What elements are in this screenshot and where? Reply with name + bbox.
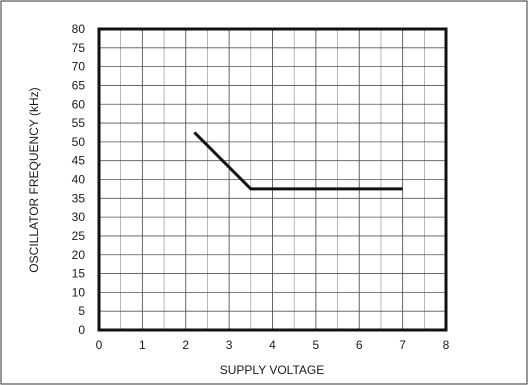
y-tick-label: 40 <box>72 173 86 187</box>
y-tick-labels: 0 5 10 15 20 25 30 35 40 45 50 55 60 65 70 75 80 <box>72 22 86 337</box>
plot-area-border <box>97 27 448 332</box>
y-tick-label: 50 <box>72 135 86 149</box>
x-tick-label: 5 <box>313 338 320 352</box>
y-tick-label: 15 <box>72 267 86 281</box>
y-tick-label: 0 <box>78 323 85 337</box>
y-tick-label: 25 <box>72 229 86 243</box>
y-tick-label: 65 <box>72 78 86 92</box>
y-axis-label: OSCILLATOR FREQUENCY (kHz) <box>27 87 41 272</box>
x-tick-label: 8 <box>443 338 450 352</box>
x-tick-label: 2 <box>182 338 189 352</box>
y-tick-label: 45 <box>72 154 86 168</box>
y-tick-label: 30 <box>72 210 86 224</box>
grid <box>99 29 446 330</box>
x-tick-label: 1 <box>139 338 146 352</box>
x-tick-labels: 0 1 2 3 4 5 6 7 8 <box>96 338 450 352</box>
y-tick-label: 10 <box>72 285 86 299</box>
y-tick-label: 75 <box>72 41 86 55</box>
plot-border <box>97 27 448 332</box>
y-tick-label: 5 <box>78 304 85 318</box>
series-line-0 <box>193 131 403 191</box>
x-tick-label: 0 <box>96 338 103 352</box>
y-tick-label: 80 <box>72 22 86 36</box>
series-layer <box>193 131 403 191</box>
x-axis-label: SUPPLY VOLTAGE <box>220 363 324 377</box>
y-tick-label: 35 <box>72 191 86 205</box>
x-tick-label: 6 <box>356 338 363 352</box>
x-tick-label: 4 <box>269 338 276 352</box>
y-tick-label: 60 <box>72 97 86 111</box>
x-tick-label: 3 <box>226 338 233 352</box>
y-tick-label: 20 <box>72 248 86 262</box>
y-tick-label: 55 <box>72 116 86 130</box>
x-tick-label: 7 <box>399 338 406 352</box>
y-tick-label: 70 <box>72 60 86 74</box>
